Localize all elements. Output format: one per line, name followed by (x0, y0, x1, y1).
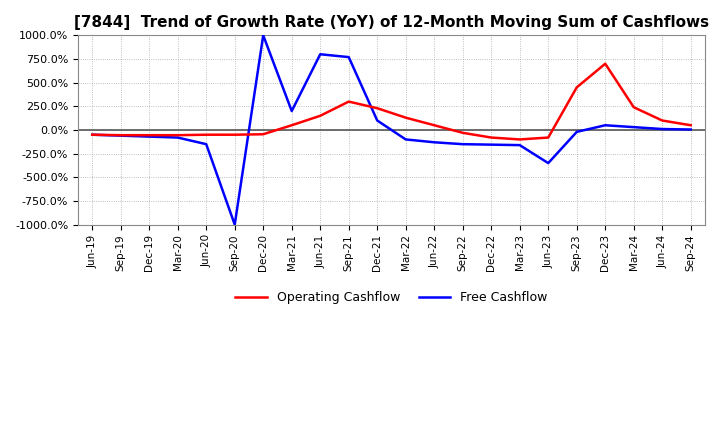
Free Cashflow (658, 126, 667, 132)
Line: Operating Cashflow: Operating Cashflow (92, 64, 690, 139)
Operating Cashflow (601, 61, 610, 66)
Free Cashflow (601, 123, 610, 128)
Legend: Operating Cashflow, Free Cashflow: Operating Cashflow, Free Cashflow (230, 286, 552, 309)
Free Cashflow (487, 142, 495, 147)
Operating Cashflow (230, 132, 239, 137)
Free Cashflow (544, 161, 552, 166)
Operating Cashflow (174, 132, 182, 138)
Operating Cashflow (202, 132, 210, 137)
Operating Cashflow (287, 123, 296, 128)
Free Cashflow (686, 127, 695, 132)
Operating Cashflow (658, 118, 667, 123)
Title: [7844]  Trend of Growth Rate (YoY) of 12-Month Moving Sum of Cashflows: [7844] Trend of Growth Rate (YoY) of 12-… (74, 15, 709, 30)
Free Cashflow (145, 134, 153, 139)
Free Cashflow (230, 222, 239, 227)
Operating Cashflow (344, 99, 353, 104)
Operating Cashflow (316, 113, 325, 118)
Free Cashflow (402, 137, 410, 142)
Free Cashflow (629, 125, 638, 130)
Free Cashflow (117, 133, 125, 138)
Operating Cashflow (117, 132, 125, 138)
Operating Cashflow (373, 106, 382, 111)
Free Cashflow (287, 108, 296, 114)
Free Cashflow (174, 135, 182, 140)
Operating Cashflow (259, 132, 268, 137)
Free Cashflow (202, 142, 210, 147)
Operating Cashflow (572, 85, 581, 90)
Operating Cashflow (430, 123, 438, 128)
Operating Cashflow (629, 105, 638, 110)
Operating Cashflow (402, 115, 410, 120)
Free Cashflow (373, 118, 382, 123)
Operating Cashflow (459, 130, 467, 136)
Free Cashflow (344, 55, 353, 60)
Operating Cashflow (145, 132, 153, 138)
Operating Cashflow (516, 137, 524, 142)
Operating Cashflow (88, 132, 96, 137)
Free Cashflow (430, 139, 438, 145)
Free Cashflow (516, 143, 524, 148)
Line: Free Cashflow: Free Cashflow (92, 35, 690, 225)
Free Cashflow (316, 51, 325, 57)
Free Cashflow (259, 33, 268, 38)
Operating Cashflow (544, 135, 552, 140)
Operating Cashflow (686, 123, 695, 128)
Free Cashflow (572, 129, 581, 135)
Operating Cashflow (487, 135, 495, 140)
Free Cashflow (88, 132, 96, 137)
Free Cashflow (459, 142, 467, 147)
